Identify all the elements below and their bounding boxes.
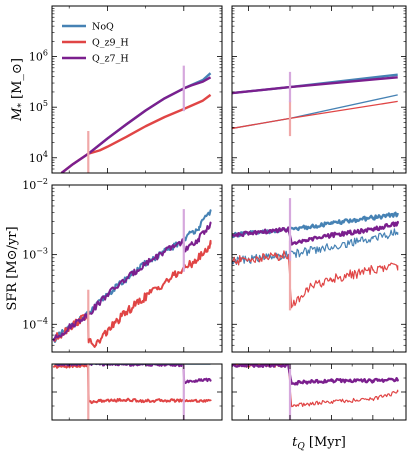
- right-sfr-frame: [231, 184, 407, 353]
- left-mstar-frame: [51, 5, 223, 174]
- legend-label: NoQ: [92, 22, 114, 33]
- right-mstar-frame: [231, 5, 407, 174]
- right-sfr-plot-area: [232, 198, 399, 311]
- left-ratio-plot-area: [52, 364, 212, 420]
- left-mstar-ytick-label: 104: [29, 150, 48, 165]
- right-mstar-line-q-z7-h: [232, 76, 398, 95]
- left-sfr-ytick-label: 10−4: [22, 316, 48, 331]
- left-sfr-ylabel: SFR [M⊙/yr]: [5, 226, 20, 310]
- left-sfr-plot-area: [52, 209, 212, 348]
- right-xlabel: tQ [Myr]: [292, 435, 346, 452]
- left-ratio-line-q-z9-h: [52, 364, 212, 405]
- left-sfr-ytick-label: 10−2: [22, 177, 48, 192]
- right-mstar-panel: [231, 5, 407, 174]
- right-mstar-plot-area: [232, 71, 398, 137]
- legend-label: Q_z7_H: [92, 54, 129, 65]
- legend-label: Q_z9_H: [92, 38, 129, 49]
- right-ratio-line-q-z9-h: [232, 364, 399, 408]
- left-ratio-line-q-z7-h: [52, 364, 212, 385]
- left-sfr-line-q-z9-h: [52, 239, 212, 348]
- left-mstar-plot-area: [60, 65, 212, 173]
- left-sfr-panel: 10−4 10−3 10−2 SFR [M⊙/yr]: [5, 177, 223, 353]
- left-mstar-line-q-z9-h: [60, 93, 212, 173]
- right-mstar-line-q-z9-h: [232, 100, 398, 130]
- right-ratio-plot-area: [232, 364, 399, 420]
- left-ratio-panel: [51, 363, 223, 421]
- left-sfr-frame: [51, 184, 223, 353]
- right-ratio-frame: [231, 363, 407, 421]
- right-sfr-line-noq-ref-z9: [232, 228, 399, 266]
- right-mstar-line-noq-ref-z9: [232, 94, 398, 130]
- left-mstar-line-q-z7-h: [60, 76, 212, 173]
- right-ratio-line-q-z7-h: [232, 364, 399, 386]
- left-mstar-ylabel: M* [M_⊙]: [10, 58, 27, 122]
- right-ratio-panel: tQ [Myr]: [231, 363, 407, 452]
- left-ratio-frame: [51, 363, 223, 421]
- left-mstar-ytick-label: 105: [29, 99, 48, 114]
- left-mstar-ytick-label: 106: [29, 49, 48, 64]
- right-sfr-panel: [231, 184, 407, 353]
- legend: NoQ Q_z9_H Q_z7_H: [62, 22, 129, 65]
- right-sfr-line-q-z7-h: [232, 220, 399, 246]
- left-sfr-ytick-label: 10−3: [22, 247, 48, 262]
- right-sfr-line-q-z9-h: [232, 250, 399, 309]
